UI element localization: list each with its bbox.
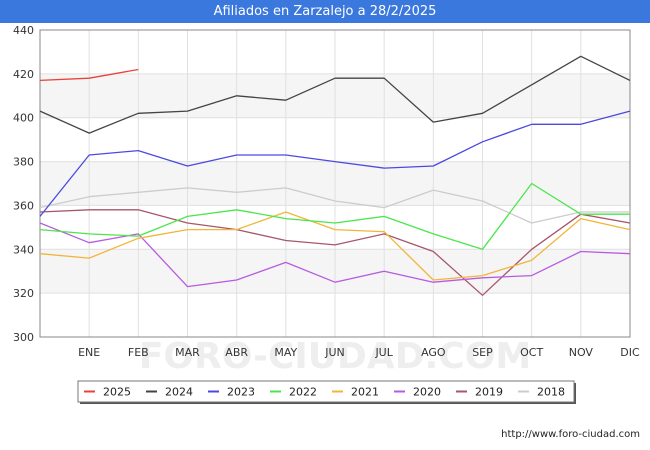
x-tick-label: JUN: [324, 346, 345, 359]
y-tick-label: 360: [13, 199, 34, 212]
footer-url[interactable]: http://www.foro-ciudad.com: [501, 429, 640, 440]
legend-box: [77, 380, 575, 403]
series-line-2024: [39, 55, 631, 134]
series-line-2018: [39, 187, 630, 224]
legend-label-2019: 2019: [475, 386, 503, 399]
legend-label-2020: 2020: [413, 386, 441, 399]
series-line-2023: [39, 110, 631, 217]
y-tick-label: 400: [13, 112, 34, 125]
legend-label-2024: 2024: [165, 386, 193, 399]
legend-label-2018: 2018: [537, 386, 565, 399]
chart-title: Afiliados en Zarzalejo a 28/2/2025: [0, 0, 650, 23]
x-tick-label: MAR: [175, 346, 200, 359]
y-tick-label: 340: [13, 243, 34, 256]
x-tick-label: JUL: [374, 346, 393, 359]
x-tick-label: FEB: [128, 346, 149, 359]
watermark: FORO-CIUDAD.COM: [139, 336, 531, 377]
legend-label-2023: 2023: [227, 386, 255, 399]
y-tick-label: 380: [13, 156, 34, 169]
x-tick-label: AGO: [421, 346, 446, 359]
series-line-2021: [39, 211, 631, 281]
x-tick-label: ABR: [225, 346, 248, 359]
series-line-2022: [39, 182, 630, 250]
legend-label-2022: 2022: [289, 386, 317, 399]
series-line-2019: [39, 209, 631, 296]
y-tick-label: 420: [13, 68, 34, 81]
x-tick-label: MAY: [274, 346, 297, 359]
x-tick-label: DIC: [620, 346, 640, 359]
x-tick-label: ENE: [78, 346, 100, 359]
x-tick-label: NOV: [569, 346, 594, 359]
plot-border: [39, 29, 631, 338]
y-tick-label: 300: [13, 331, 34, 344]
series-line-2020: [39, 222, 631, 288]
legend-label-2025: 2025: [103, 386, 131, 399]
series-line-2025: [39, 68, 139, 82]
x-tick-label: SEP: [472, 346, 493, 359]
y-tick-label: 440: [13, 24, 34, 37]
legend-label-2021: 2021: [351, 386, 379, 399]
y-tick-label: 320: [13, 287, 34, 300]
x-tick-label: OCT: [520, 346, 543, 359]
